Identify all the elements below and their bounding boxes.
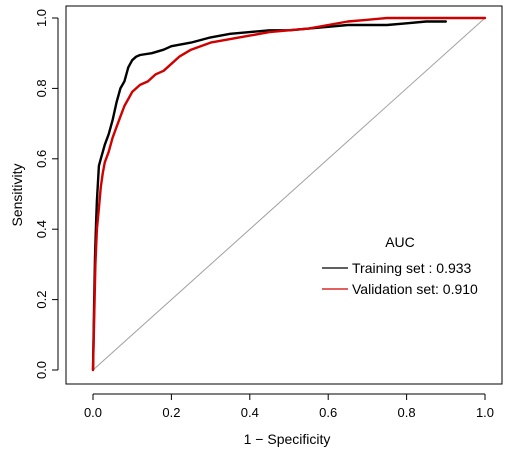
legend-label-validation: Validation set: 0.910 [352, 281, 478, 297]
y-tick-label: 1.0 [34, 9, 49, 27]
x-tick-label: 1.0 [476, 405, 494, 420]
y-tick-label: 0.4 [34, 220, 49, 238]
legend-label-training: Training set : 0.933 [352, 260, 472, 276]
y-axis-title: Sensitivity [9, 163, 25, 226]
plot-frame [65, 5, 503, 385]
y-tick-label: 0.0 [34, 361, 49, 379]
y-tick-label: 0.2 [34, 291, 49, 309]
x-tick-label: 0.8 [398, 405, 416, 420]
y-tick-label: 0.8 [34, 79, 49, 97]
reference-diagonal [92, 17, 486, 371]
y-tick-label: 0.6 [34, 150, 49, 168]
legend-title: AUC [385, 234, 415, 250]
x-tick-label: 0.2 [162, 405, 180, 420]
x-tick-label: 0.4 [241, 405, 259, 420]
validation-roc-curve [91, 16, 487, 372]
legend: AUC Training set : 0.933 Validation set:… [322, 234, 478, 297]
training-roc-curve [91, 20, 447, 372]
x-axis-title: 1 − Specificity [244, 431, 331, 447]
x-tick-label: 0.6 [319, 405, 337, 420]
x-tick-label: 0.0 [84, 405, 102, 420]
